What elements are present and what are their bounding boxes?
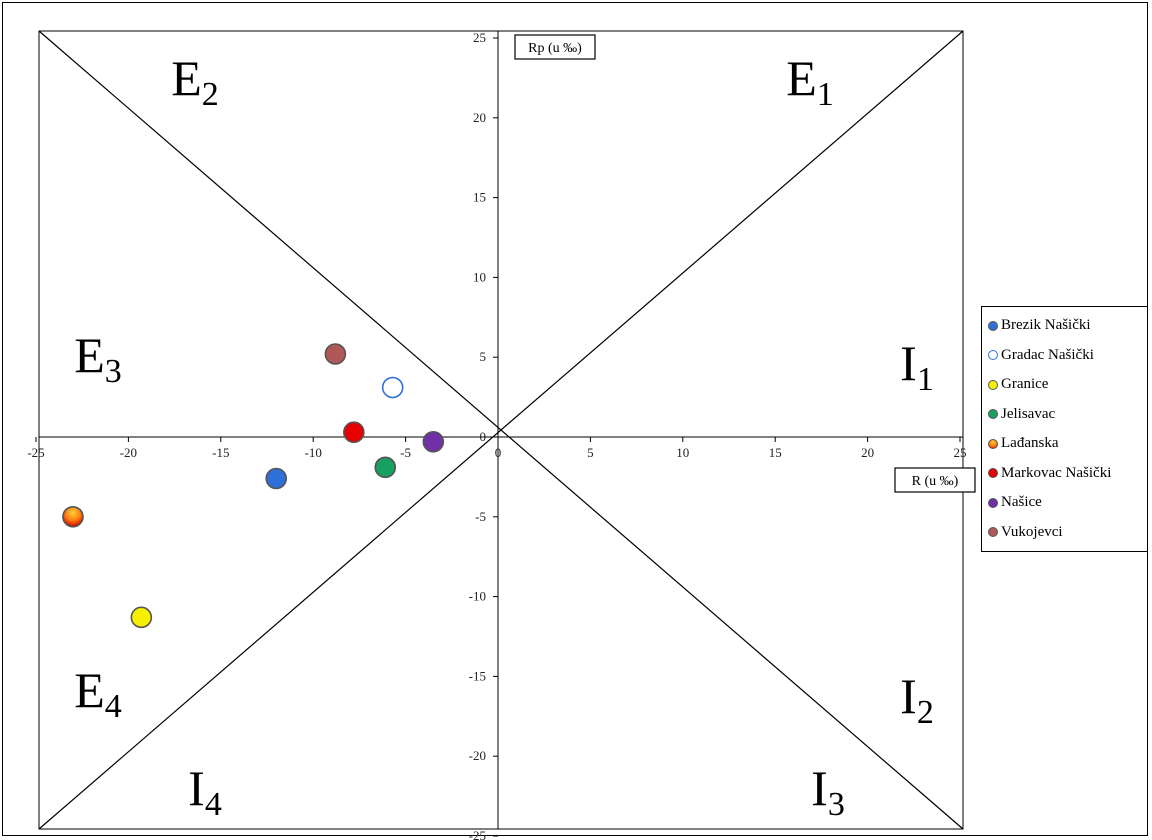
x-tick-label: -15 [212,445,229,460]
legend-marker [988,527,998,538]
legend-item-markovac-na-i-ki: Markovac Našički [982,459,1147,489]
y-tick-label: -25 [469,828,486,840]
legend-item-na-ice: Našice [982,488,1147,518]
y-tick-label: 25 [473,30,486,45]
y-tick-label: -5 [475,509,486,524]
axis-label-box [514,34,596,60]
diagonal-line-ascending [38,30,964,830]
y-tick-label: 5 [480,349,487,364]
region-label-i4: I4 [188,760,222,823]
region-label-i1: I1 [900,335,934,398]
x-tick-label: -10 [305,445,322,460]
legend: Brezik Našički Gradac Našički Granice Jelis… [981,306,1148,552]
x-tick-label: 10 [676,445,689,460]
axis-label-text: Rp (u ‰) [528,41,582,56]
legend-item-la-anska: Lađanska [982,429,1147,459]
point-gradac-na-i-ki [381,376,404,399]
y-tick-label: 0 [480,429,487,444]
legend-label: Markovac Našički [1001,464,1112,481]
y-tick-label: 15 [473,190,486,205]
x-tick-label: -25 [27,445,44,460]
region-label-e4: E4 [74,662,122,725]
y-tick-label: 20 [473,110,486,125]
point-jelisavac [374,456,397,479]
legend-marker [988,320,998,331]
x-tick-label: -5 [400,445,411,460]
legend-item-jelisavac: Jelisavac [982,400,1147,430]
legend-item-brezik-na-i-ki: Brezik Našički [982,311,1147,341]
x-tick-label: 5 [587,445,594,460]
y-tick-label: -10 [469,589,486,604]
region-label-i2: I2 [900,668,934,731]
axis-label-text: R (u ‰) [912,474,959,489]
point-la-anska [62,505,84,528]
legend-label: Granice [1001,376,1049,393]
legend-marker [988,350,998,361]
x-tick-label: 25 [954,445,967,460]
legend-marker [988,468,998,479]
plot-area-border [38,30,964,830]
legend-label: Jelisavac [1001,405,1056,422]
x-tick-label: -20 [120,445,137,460]
point-markovac-na-i-ki [343,421,365,444]
legend-label: Našice [1001,494,1042,511]
x-tick-label: 20 [861,445,874,460]
point-granice [130,606,153,629]
region-label-e1: E1 [786,50,834,113]
legend-label: Brezik Našički [1001,317,1091,334]
point-na-ice [422,430,445,453]
legend-marker [988,379,998,390]
point-vukojevci [324,343,347,365]
region-label-e3: E3 [74,327,122,390]
legend-item-gradac-na-i-ki: Gradac Našički [982,341,1147,371]
axis-label-box [894,467,976,493]
y-tick-label: -15 [469,668,486,683]
region-label-e2: E2 [171,50,219,113]
x-tick-label: 15 [769,445,782,460]
legend-label: Gradac Našički [1001,346,1094,363]
region-label-i3: I3 [811,760,845,823]
legend-label: Lađanska [1001,435,1059,452]
legend-item-vukojevci: Vukojevci [982,518,1147,548]
legend-item-granice: Granice [982,370,1147,400]
y-axis-title: Rp (u ‰) [514,34,596,60]
legend-marker [988,438,998,449]
x-tick-label: 0 [495,445,502,460]
legend-label: Vukojevci [1001,523,1063,540]
legend-marker [988,497,998,508]
y-tick-label: -20 [469,748,486,763]
legend-marker [988,409,998,420]
point-brezik-na-i-ki [265,467,288,490]
y-tick-label: 10 [473,269,486,284]
x-axis-title: R (u ‰) [894,467,976,493]
